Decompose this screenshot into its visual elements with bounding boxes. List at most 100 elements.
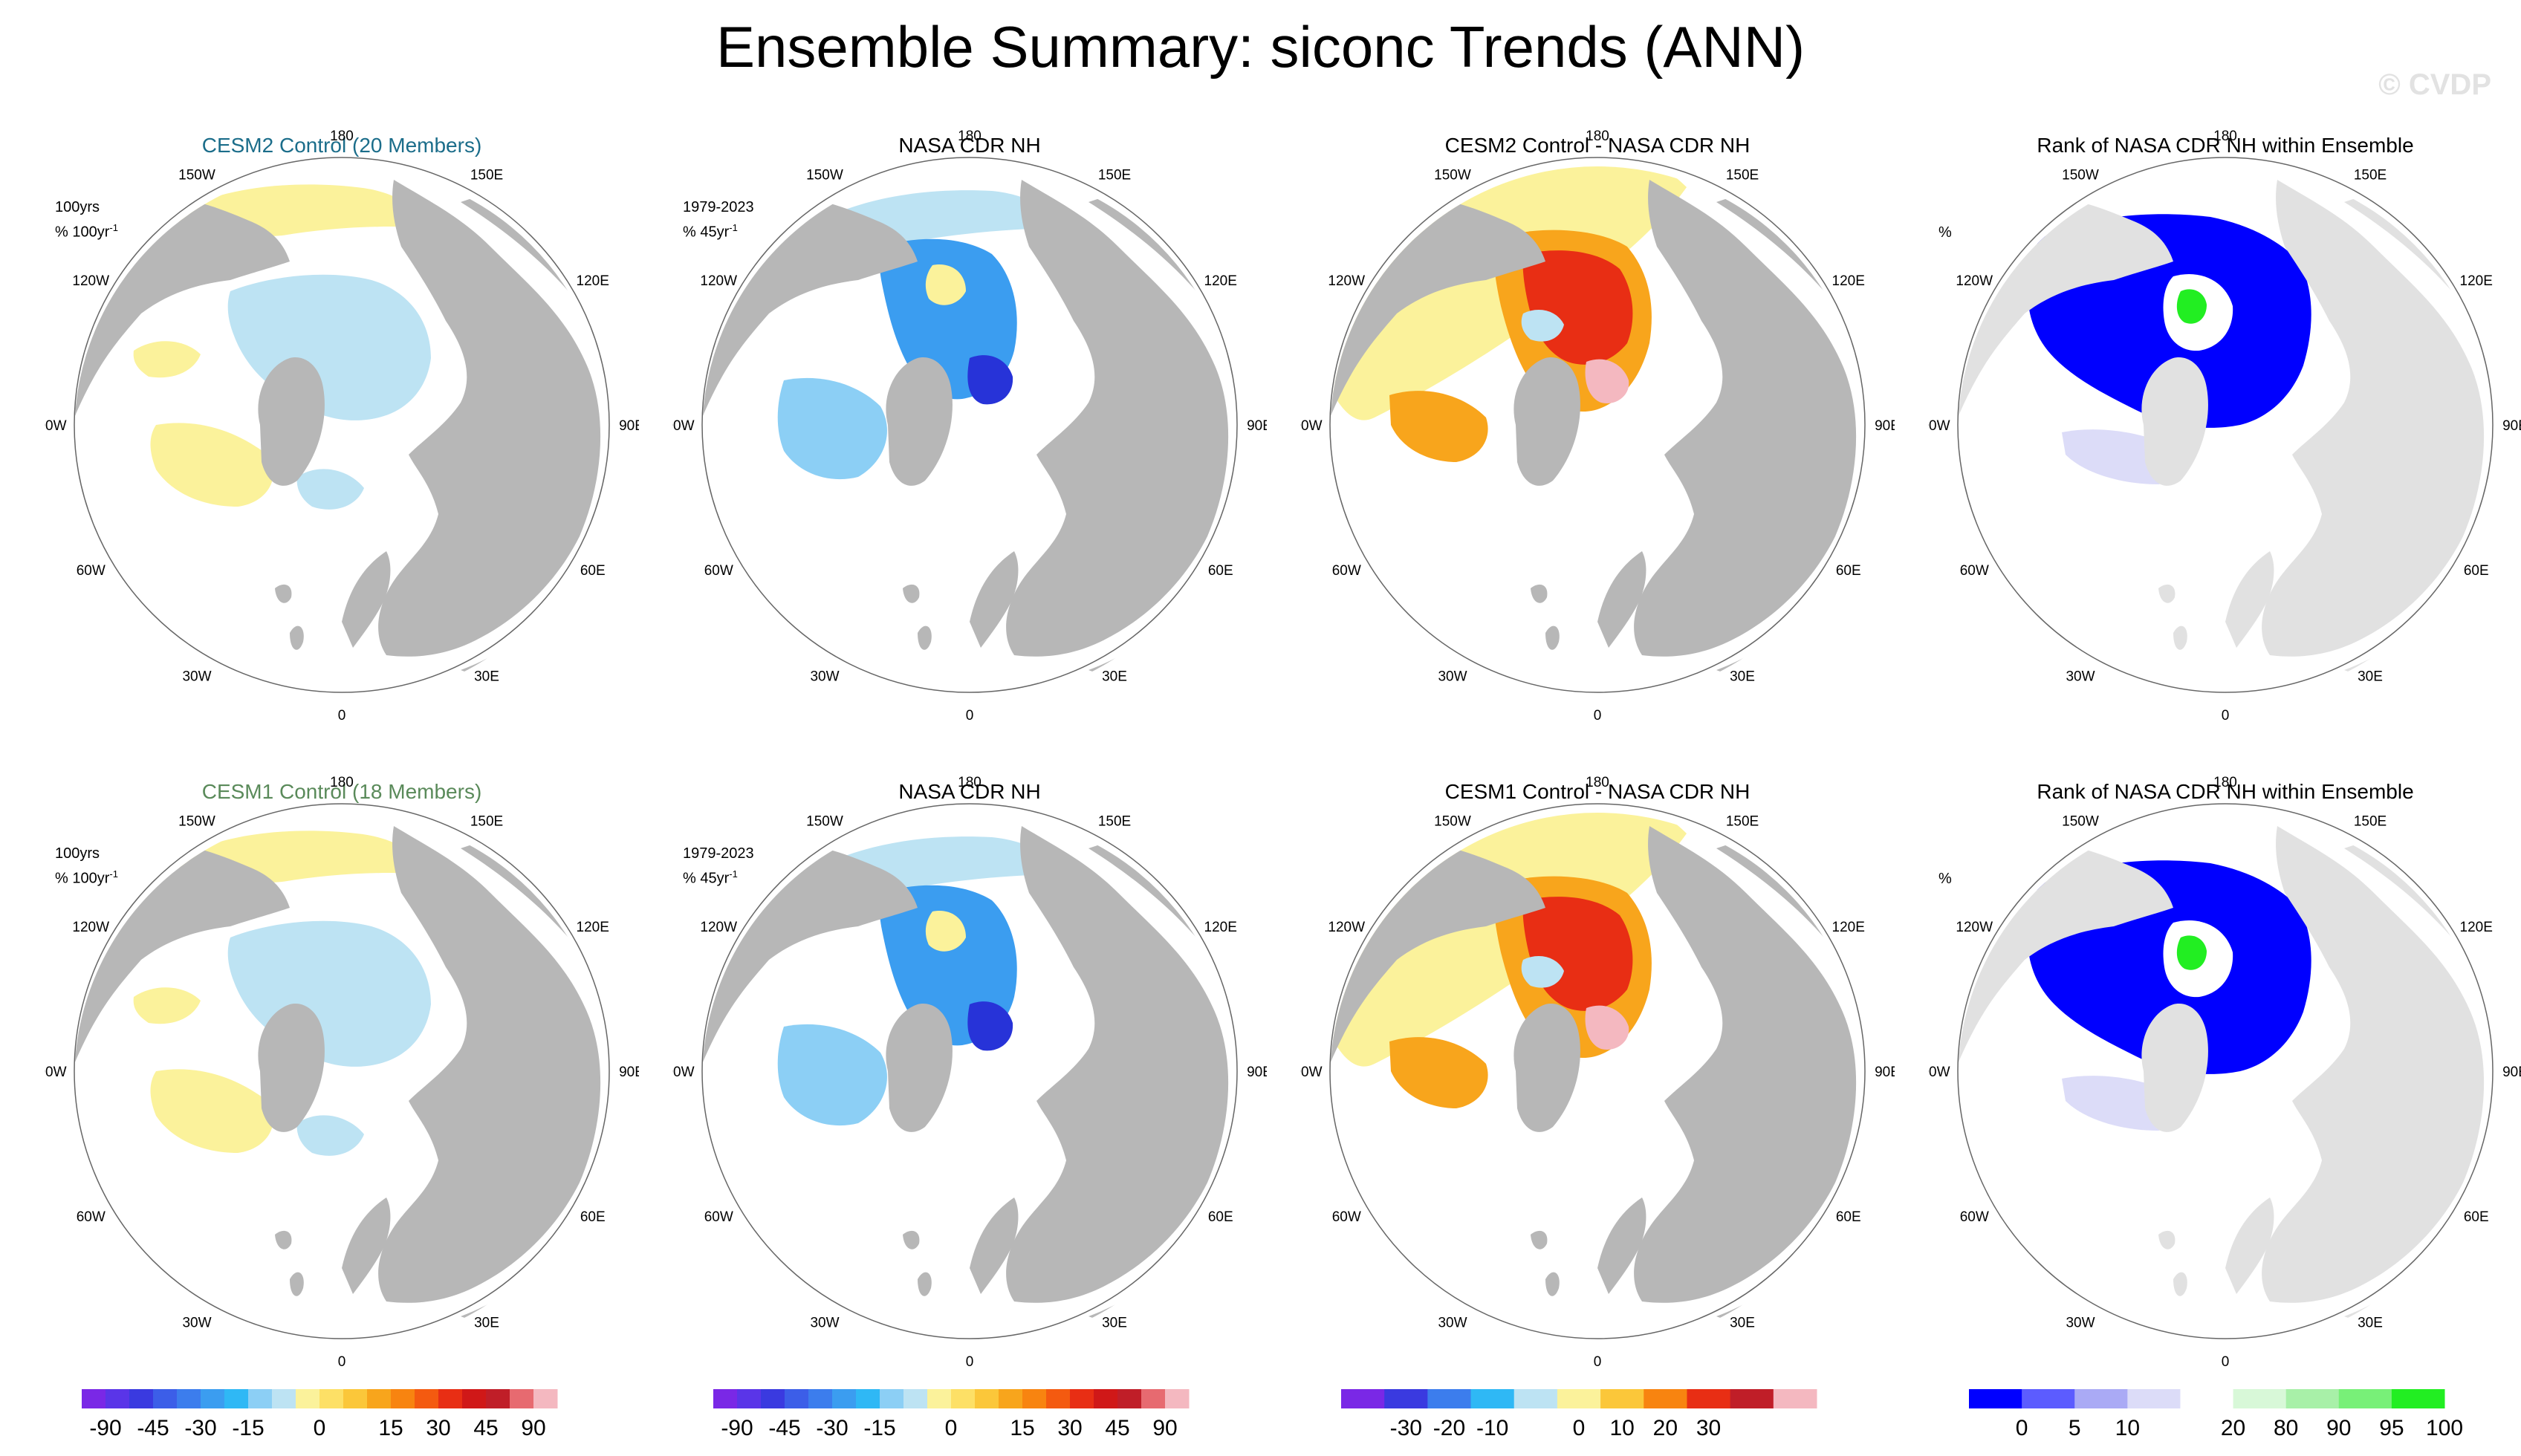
longitude-label: 150W (2062, 167, 2099, 183)
colorbar-swatch (1117, 1389, 1142, 1408)
longitude-label: 120W (1956, 273, 1993, 289)
colorbar-swatch (1384, 1389, 1428, 1408)
map-panel: Rank of NASA CDR NH within Ensemble 180 30… (1928, 706, 2521, 1389)
longitude-label: 60W (77, 563, 106, 579)
trend-region (1521, 310, 1564, 342)
longitude-label: 30W (1438, 1316, 1467, 1331)
map-panel: CESM2 Control (20 Members)180 30E 60E 90E 12… (45, 59, 639, 743)
panel-title: Rank of NASA CDR NH within Ensemble (2037, 780, 2414, 803)
longitude-label: 150W (2062, 813, 2099, 829)
colorbar-swatch (1687, 1389, 1731, 1408)
longitude-label: 150W (178, 813, 215, 829)
colorbar-swatch (2285, 1389, 2340, 1408)
trend-annotation: 100yrs% 100yr-1 (55, 845, 118, 887)
colorbar-swatch (927, 1389, 952, 1408)
land-mask (2141, 1004, 2208, 1132)
colorbar-swatch (272, 1389, 296, 1408)
longitude-label: 60E (1208, 1209, 1233, 1225)
colorbar-swatch (903, 1389, 928, 1408)
trend-region (1389, 391, 1488, 462)
trend-region (150, 423, 273, 507)
longitude-label: 90E (1875, 418, 1895, 434)
longitude-label: 90W (672, 1065, 695, 1080)
colorbar-label: -30 (184, 1416, 216, 1440)
copyright-watermark: © CVDP (2378, 68, 2491, 101)
land-mask (903, 584, 920, 603)
map-boundary (701, 803, 1238, 1339)
longitude-label: 60W (1332, 563, 1361, 579)
colorbar-swatch (1513, 1389, 1558, 1408)
colorbar-swatch (1046, 1389, 1071, 1408)
longitude-label: 30E (1102, 1316, 1127, 1331)
trend-region (150, 1069, 273, 1153)
colorbar-label: 15 (1010, 1416, 1034, 1440)
longitude-label: 60E (1208, 563, 1233, 579)
polar-map: 180 30E 60E 90E 120E 150E 0 30W 60W 90W 120W 150W (672, 775, 1267, 1370)
longitude-label: 120W (1956, 920, 1993, 935)
colorbar-swatch (785, 1389, 809, 1408)
panel-title: CESM2 Control (20 Members) (201, 134, 482, 157)
colorbar-swatch (510, 1389, 534, 1408)
longitude-label: 150E (1726, 813, 1759, 829)
longitude-label: 0 (2222, 1354, 2230, 1370)
colorbar-label: 0 (945, 1416, 958, 1440)
longitude-label: 60E (2464, 1209, 2489, 1225)
colorbar-swatch (82, 1389, 106, 1408)
longitude-label: 60E (580, 563, 606, 579)
colorbar-swatch (296, 1389, 320, 1408)
trend-region (967, 355, 1013, 405)
colorbar-label: 20 (1653, 1416, 1678, 1440)
colorbar-label: -90 (89, 1416, 121, 1440)
colorbar-swatch (1094, 1389, 1118, 1408)
land-mask (2158, 584, 2176, 603)
longitude-label: 60E (2464, 563, 2489, 579)
longitude-label: 150E (1726, 167, 1759, 183)
land-mask (886, 357, 953, 486)
map-boundary (701, 157, 1238, 693)
colorbar-label: -30 (816, 1416, 848, 1440)
colorbar-swatch (2074, 1389, 2128, 1408)
colorbar-swatch (1022, 1389, 1047, 1408)
longitude-label: 120E (1832, 920, 1865, 935)
colorbar-swatch (808, 1389, 833, 1408)
trend-region (133, 987, 201, 1024)
longitude-label: 0 (1594, 708, 1602, 724)
trend-annotation: 100yrs% 100yr-1 (55, 199, 118, 241)
longitude-label: 90E (1875, 1065, 1895, 1080)
trend-region (133, 341, 201, 378)
longitude-label: 30W (1438, 669, 1467, 685)
land-mask (1513, 357, 1580, 486)
longitude-label: 120E (1204, 920, 1237, 935)
map-boundary (74, 803, 610, 1339)
panel-title: CESM1 Control (18 Members) (201, 780, 482, 803)
colorbar-swatch (1141, 1389, 1166, 1408)
land-mask (258, 357, 325, 486)
polar-map: 180 30E 60E 90E 120E 150E 0 30W 60W 90W 120W 150W (45, 129, 639, 724)
colorbar-label: -15 (863, 1416, 895, 1440)
colorbar-swatch (832, 1389, 857, 1408)
colorbar: -90 -45 -30 -15 0 15 30 45 90 (82, 1389, 558, 1449)
longitude-label: 150W (806, 813, 843, 829)
longitude-label: 0 (338, 1354, 346, 1370)
longitude-label: 60W (1960, 563, 1989, 579)
longitude-label: 30E (2358, 669, 2383, 685)
longitude-label: 60E (1836, 1209, 1861, 1225)
map-boundary (1957, 157, 2494, 693)
colorbar-label: 20 (2221, 1416, 2245, 1440)
colorbar-swatch (2233, 1389, 2287, 1408)
longitude-label: 60W (704, 1209, 733, 1225)
colorbar-swatch (761, 1389, 785, 1408)
trend-region (2176, 935, 2207, 970)
longitude-label: 30E (2358, 1316, 2383, 1331)
colorbar-swatch (1557, 1389, 1601, 1408)
colorbar-label: 90 (521, 1416, 545, 1440)
longitude-label: 120W (72, 273, 109, 289)
colorbar-label: 90 (1152, 1416, 1177, 1440)
colorbar-swatch (2180, 1389, 2234, 1408)
longitude-label: 90W (1300, 1065, 1323, 1080)
longitude-label: 30W (810, 1316, 839, 1331)
panel-title: NASA CDR NH (898, 780, 1041, 803)
longitude-label: 90W (672, 418, 695, 434)
longitude-label: 150E (470, 813, 503, 829)
